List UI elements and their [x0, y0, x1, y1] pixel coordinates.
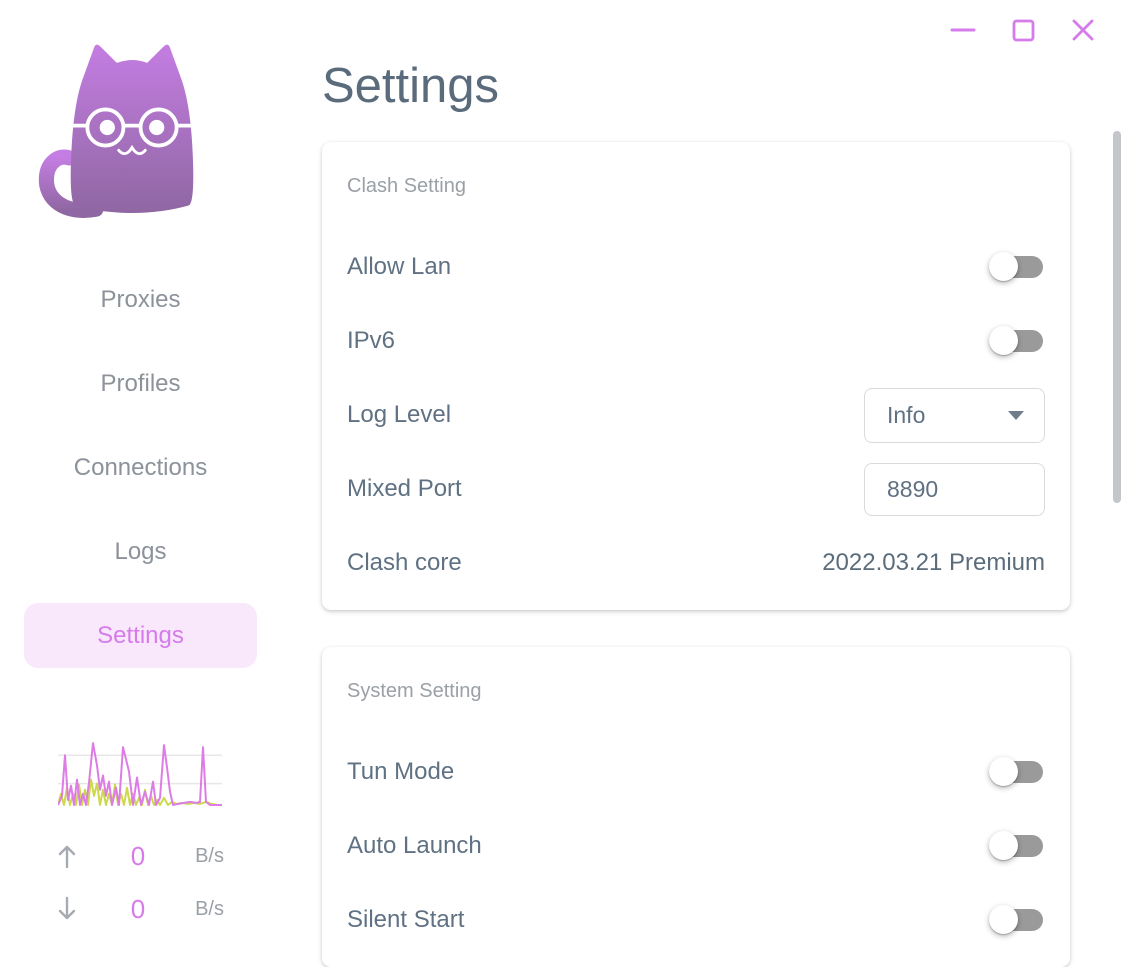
traffic-chart: [58, 742, 222, 806]
upload-traffic-line: [58, 742, 222, 806]
download-arrow-icon: [56, 895, 96, 923]
toggle-thumb: [989, 757, 1018, 786]
upload-speed-value: 0: [130, 840, 146, 871]
toggle-thumb: [989, 905, 1018, 934]
setting-row-auto-launch: Auto Launch: [347, 809, 1045, 883]
silent-start-toggle[interactable]: [989, 905, 1043, 935]
toggle-thumb: [989, 831, 1018, 860]
download-speed-unit: B/s: [195, 897, 224, 920]
minimize-icon: [950, 28, 976, 32]
setting-label: IPv6: [347, 327, 396, 354]
sidebar-item-logs[interactable]: Logs: [24, 519, 257, 584]
setting-row-allow-lan: Allow Lan: [347, 230, 1045, 304]
toggle-thumb: [989, 326, 1018, 355]
auto-launch-toggle[interactable]: [989, 831, 1043, 861]
minimize-button[interactable]: [948, 15, 978, 45]
setting-row-ipv6: IPv6: [347, 304, 1045, 378]
setting-label: Silent Start: [347, 906, 465, 933]
setting-label: Tun Mode: [347, 758, 455, 785]
download-speed-value: 0: [130, 893, 146, 924]
setting-row-log-level: Log Level Info: [347, 378, 1045, 452]
log-level-select[interactable]: Info: [864, 387, 1045, 443]
setting-label: Clash core: [347, 549, 462, 576]
sidebar-item-proxies[interactable]: Proxies: [24, 267, 257, 332]
setting-row-clash-core: Clash core 2022.03.21 Premium: [347, 526, 1045, 600]
chevron-down-icon: [1008, 410, 1024, 420]
card-title: Clash Setting: [347, 175, 466, 197]
card-title: System Setting: [347, 680, 482, 702]
upload-arrow-icon: [56, 842, 96, 870]
settings-card: System Setting Tun Mode Auto Launch: [322, 647, 1070, 967]
sidebar-item-label: Connections: [73, 453, 208, 481]
sidebar-item-label: Logs: [114, 537, 167, 565]
scrollbar-thumb[interactable]: [1113, 131, 1121, 503]
setting-row-silent-start: Silent Start: [347, 883, 1045, 957]
setting-label: Mixed Port: [347, 475, 462, 502]
sidebar-item-settings[interactable]: Settings: [24, 603, 257, 668]
close-button[interactable]: [1068, 15, 1098, 45]
select-value: Info: [887, 401, 926, 428]
cat-icon: [38, 44, 194, 218]
close-icon: [1072, 19, 1094, 41]
setting-row-mixed-port: Mixed Port: [347, 452, 1045, 526]
maximize-button[interactable]: [1008, 15, 1038, 45]
setting-label: Allow Lan: [347, 253, 452, 280]
ipv6-toggle[interactable]: [989, 326, 1043, 356]
mixed-port-input[interactable]: [864, 462, 1045, 516]
sidebar-nav: Proxies Profiles Connections Logs Settin…: [24, 267, 257, 668]
sidebar-item-label: Settings: [97, 621, 184, 649]
app-logo-cat: [37, 30, 227, 225]
tun-mode-toggle[interactable]: [989, 757, 1043, 787]
upload-speed-unit: B/s: [195, 844, 224, 867]
window-controls: [948, 15, 1098, 45]
sidebar-item-connections[interactable]: Connections: [24, 435, 257, 500]
clash-core-text: 2022.03.21 Premium: [822, 549, 1045, 576]
setting-label: Auto Launch: [347, 832, 482, 859]
maximize-icon: [1012, 19, 1035, 42]
main-content: Settings Clash Setting Allow Lan IPv6: [322, 0, 1070, 967]
allow-lan-toggle[interactable]: [989, 252, 1043, 282]
sidebar-item-label: Profiles: [100, 369, 181, 397]
sidebar-item-label: Proxies: [100, 285, 181, 313]
sidebar: Proxies Profiles Connections Logs Settin…: [0, 0, 280, 937]
download-stat: 0 B/s: [56, 894, 224, 924]
settings-card: Clash Setting Allow Lan IPv6: [322, 142, 1070, 610]
setting-label: Log Level: [347, 401, 452, 428]
page-title: Settings: [322, 59, 500, 113]
sidebar-item-profiles[interactable]: Profiles: [24, 351, 257, 416]
setting-row-tun-mode: Tun Mode: [347, 735, 1045, 809]
text-field[interactable]: [887, 475, 1022, 503]
upload-stat: 0 B/s: [56, 841, 224, 871]
toggle-thumb: [989, 252, 1018, 281]
